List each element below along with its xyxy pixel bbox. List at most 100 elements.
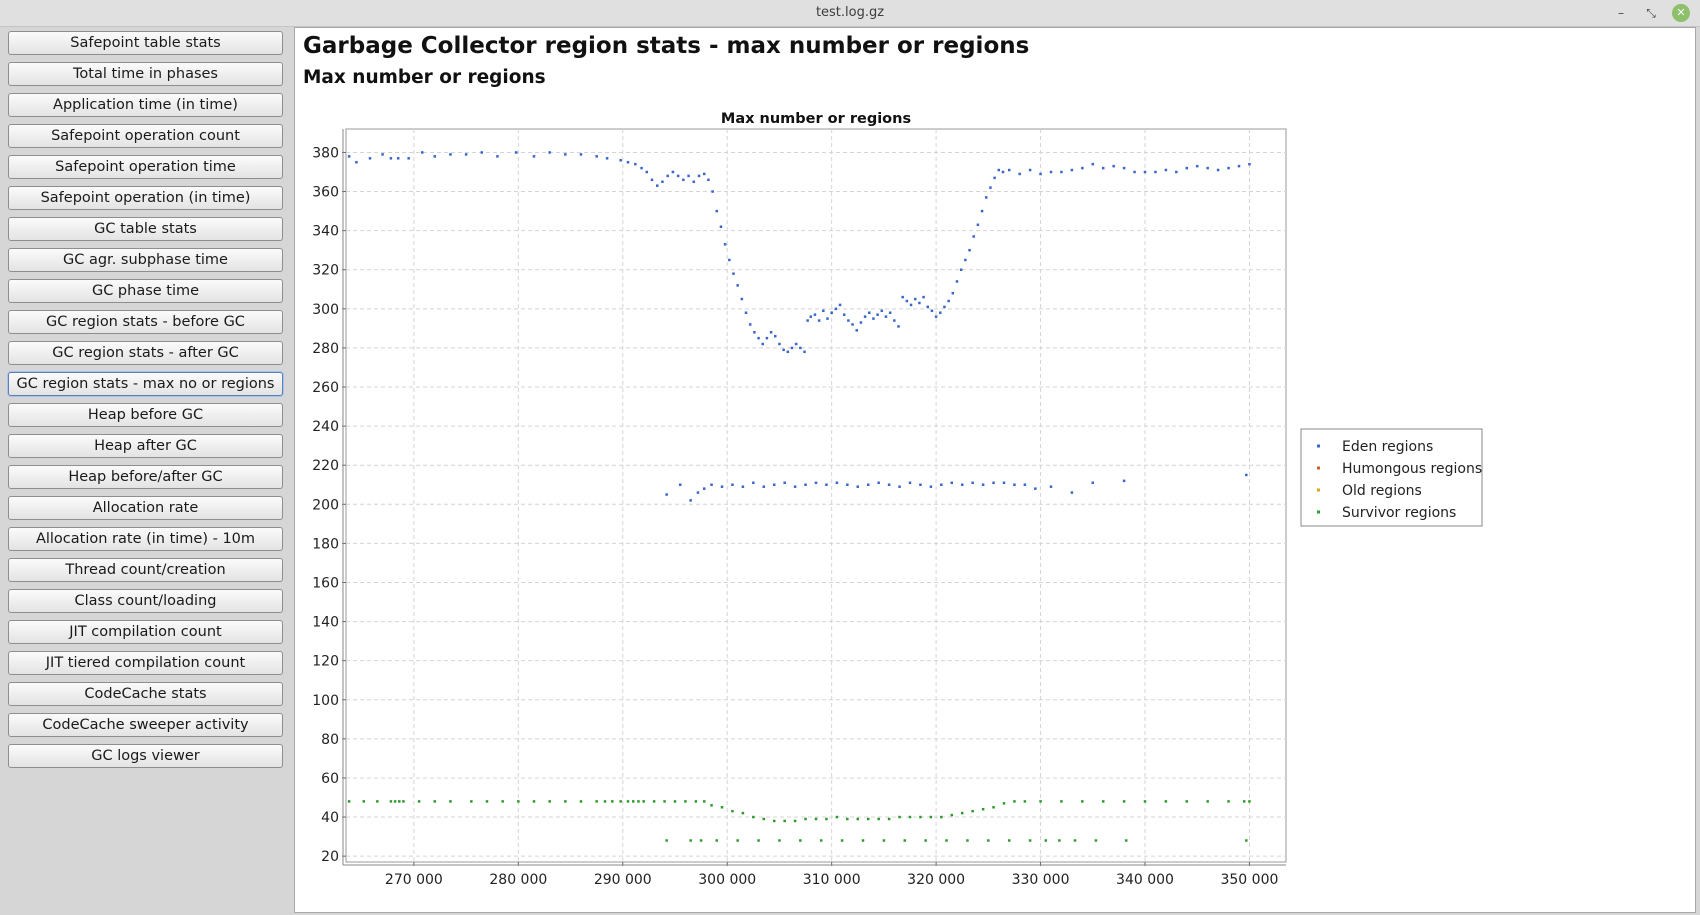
data-point-eden-regions [1164, 168, 1168, 172]
data-point-eden-regions [981, 483, 985, 486]
data-point-survivor-regions [642, 800, 645, 803]
data-point-survivor-regions [637, 800, 640, 803]
sidebar-item-gc-phase-time[interactable]: GC phase time [8, 279, 283, 303]
data-point-eden-regions [842, 313, 846, 316]
data-point-survivor-regions [960, 811, 964, 815]
data-point-survivor-regions [898, 815, 901, 819]
data-point-eden-regions [814, 481, 818, 485]
maximize-icon[interactable]: ⤡ [1646, 6, 1656, 20]
data-point-eden-regions [731, 483, 734, 486]
sidebar-item-gc-agr-subphase-time[interactable]: GC agr. subphase time [8, 248, 283, 272]
sidebar-item-heap-after-gc[interactable]: Heap after GC [8, 434, 283, 458]
sidebar-item-class-count-loading[interactable]: Class count/loading [8, 589, 283, 613]
sidebar-item-jit-compilation-count[interactable]: JIT compilation count [8, 620, 283, 644]
sidebar-item-safepoint-operation-in-time[interactable]: Safepoint operation (in time) [8, 186, 283, 210]
data-point-eden-regions [655, 184, 659, 187]
sidebar-item-allocation-rate-in-time-10m[interactable]: Allocation rate (in time) - 10m [8, 527, 283, 551]
window-title: test.log.gz [815, 5, 885, 20]
y-tick-label: 320 [312, 263, 339, 279]
sidebar-item-codecache-stats[interactable]: CodeCache stats [8, 682, 283, 706]
data-point-survivor-regions [1122, 800, 1126, 803]
sidebar-item-total-time-in-phases[interactable]: Total time in phases [8, 62, 283, 86]
data-point-survivor-regions [924, 839, 927, 842]
sidebar-item-gc-region-stats-after-gc[interactable]: GC region stats - after GC [8, 341, 283, 365]
data-point-eden-regions [496, 155, 499, 158]
data-point-eden-regions [1195, 164, 1199, 168]
data-point-eden-regions [1091, 481, 1095, 485]
y-tick-label: 340 [312, 224, 339, 240]
data-point-survivor-regions [362, 800, 366, 803]
data-point-eden-regions [741, 485, 745, 488]
data-point-survivor-regions [433, 800, 437, 803]
data-point-survivor-regions [631, 800, 635, 803]
sidebar-item-codecache-sweeper-activity[interactable]: CodeCache sweeper activity [8, 713, 283, 737]
data-point-eden-regions [826, 317, 829, 320]
data-point-eden-regions [449, 153, 452, 156]
data-point-survivor-regions [501, 800, 504, 803]
y-tick-label: 220 [312, 458, 339, 474]
data-point-survivor-regions [1060, 800, 1063, 803]
sidebar-item-gc-logs-viewer[interactable]: GC logs viewer [8, 744, 283, 768]
data-point-survivor-regions [856, 817, 860, 821]
sidebar-item-jit-tiered-compilation-count[interactable]: JIT tiered compilation count [8, 651, 283, 675]
data-point-eden-regions [1028, 168, 1032, 172]
data-point-survivor-regions [715, 839, 719, 842]
sidebar-item-heap-before-after-gc[interactable]: Heap before/after GC [8, 465, 283, 489]
data-point-survivor-regions [449, 800, 452, 803]
legend-label-humongous-regions: Humongous regions [1342, 461, 1482, 477]
data-point-eden-regions [514, 151, 518, 154]
sidebar-item-thread-count-creation[interactable]: Thread count/creation [8, 558, 283, 582]
data-point-eden-regions [950, 481, 954, 485]
sidebar-item-safepoint-operation-time[interactable]: Safepoint operation time [8, 155, 283, 179]
data-point-eden-regions [835, 481, 839, 485]
sidebar-item-gc-region-stats-max-no-or-regions[interactable]: GC region stats - max no or regions [8, 372, 283, 396]
data-point-survivor-regions [532, 800, 536, 803]
sidebar-item-heap-before-gc[interactable]: Heap before GC [8, 403, 283, 427]
data-point-eden-regions [719, 225, 723, 228]
data-point-eden-regions [884, 315, 888, 318]
data-point-survivor-regions [389, 800, 393, 803]
data-point-eden-regions [1122, 166, 1126, 170]
sidebar-item-gc-region-stats-before-gc[interactable]: GC region stats - before GC [8, 310, 283, 334]
data-point-eden-regions [1237, 164, 1241, 168]
data-point-eden-regions [1216, 168, 1220, 172]
minimize-icon[interactable]: – [1618, 6, 1624, 20]
data-point-eden-regions [866, 483, 870, 486]
data-point-eden-regions [825, 483, 828, 486]
data-point-survivor-regions [595, 800, 598, 803]
data-point-eden-regions [851, 323, 854, 326]
chart-title: Max number or regions [721, 111, 911, 127]
close-icon[interactable]: ✕ [1672, 4, 1690, 22]
sidebar-item-application-time-in-time[interactable]: Application time (in time) [8, 93, 283, 117]
data-point-survivor-regions [929, 815, 933, 819]
data-point-eden-regions [753, 331, 756, 334]
data-point-eden-regions [898, 485, 901, 488]
data-point-survivor-regions [819, 839, 823, 842]
data-point-survivor-regions [1013, 800, 1016, 803]
data-point-eden-regions [634, 162, 637, 166]
data-point-eden-regions [666, 174, 669, 178]
data-point-survivor-regions [694, 800, 698, 803]
legend-label-old-regions: Old regions [1342, 483, 1422, 499]
data-point-eden-regions [1070, 491, 1074, 494]
data-point-eden-regions [689, 499, 692, 502]
data-point-eden-regions [532, 155, 536, 158]
data-point-eden-regions [793, 485, 797, 488]
data-point-eden-regions [1002, 481, 1006, 485]
data-point-survivor-regions [778, 839, 781, 842]
data-point-eden-regions [626, 160, 630, 164]
sidebar-item-safepoint-table-stats[interactable]: Safepoint table stats [8, 31, 283, 55]
data-point-eden-regions [804, 483, 807, 486]
data-point-eden-regions [650, 178, 654, 182]
data-point-survivor-regions [398, 800, 401, 803]
data-point-eden-regions [1023, 483, 1027, 486]
x-tick-label: 290 000 [594, 872, 652, 888]
data-point-eden-regions [1070, 168, 1074, 172]
data-point-eden-regions [420, 151, 424, 154]
sidebar-item-gc-table-stats[interactable]: GC table stats [8, 217, 283, 241]
data-point-survivor-regions [945, 839, 948, 842]
data-point-eden-regions [905, 299, 909, 303]
sidebar-item-allocation-rate[interactable]: Allocation rate [8, 496, 283, 520]
sidebar-item-safepoint-operation-count[interactable]: Safepoint operation count [8, 124, 283, 148]
data-point-eden-regions [778, 342, 781, 346]
